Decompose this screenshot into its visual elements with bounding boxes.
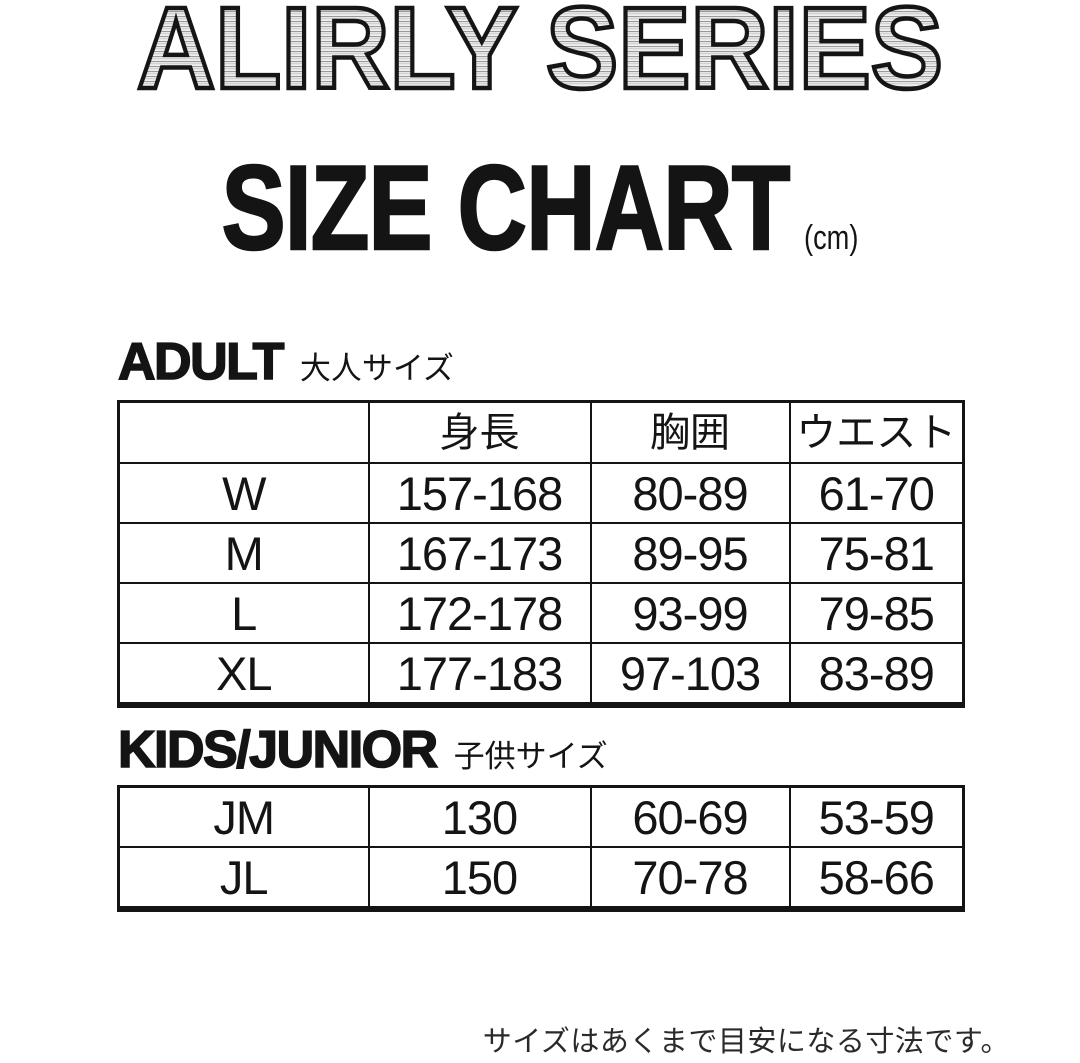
table-row: JL 150 70-78 58-66 [117, 846, 965, 910]
cell-height: 157-168 [367, 462, 592, 524]
kids-section-heading: KIDS/JUNIOR 子供サイズ [117, 721, 608, 779]
kids-heading-ja: 子供サイズ [453, 739, 608, 774]
cell-waist: 83-89 [788, 642, 965, 706]
cell-waist: 61-70 [788, 462, 965, 524]
cell-height: 172-178 [367, 582, 592, 644]
column-header-height: 身長 [367, 400, 592, 464]
brand-banner: ALIRLY SERIES [0, 0, 1080, 115]
column-header-chest: 胸囲 [589, 400, 791, 464]
page-title: SIZE CHART [221, 141, 792, 275]
kids-size-table: JM 130 60-69 53-59 JL 150 70-78 58-66 [117, 785, 965, 912]
brand-title: ALIRLY SERIES [137, 0, 943, 104]
cell-size: M [117, 522, 370, 584]
column-header-size [117, 400, 370, 464]
page-title-row: SIZE CHART (cm) [108, 147, 972, 270]
cell-waist: 75-81 [788, 522, 965, 584]
adult-heading-ja: 大人サイズ [299, 351, 454, 386]
cell-chest: 93-99 [589, 582, 791, 644]
cell-height: 177-183 [367, 642, 592, 706]
adult-header-row: 身長 胸囲 ウエスト [117, 400, 965, 464]
cell-size: JM [117, 785, 370, 848]
cell-size: W [117, 462, 370, 524]
cell-waist: 79-85 [788, 582, 965, 644]
cell-height: 167-173 [367, 522, 592, 584]
unit-label: (cm) [804, 219, 859, 257]
cell-waist: 58-66 [788, 846, 965, 910]
table-row: JM 130 60-69 53-59 [117, 785, 965, 848]
cell-height: 130 [367, 785, 592, 848]
cell-size: L [117, 582, 370, 644]
cell-chest: 97-103 [589, 642, 791, 706]
adult-section-heading: ADULT 大人サイズ [117, 333, 454, 391]
table-row: W 157-168 80-89 61-70 [117, 462, 965, 524]
cell-chest: 70-78 [589, 846, 791, 910]
adult-size-table: 身長 胸囲 ウエスト W 157-168 80-89 61-70 M 167-1… [117, 400, 965, 708]
cell-chest: 89-95 [589, 522, 791, 584]
size-disclaimer-note: サイズはあくまで目安になる寸法です。 [482, 1026, 1010, 1058]
table-row: XL 177-183 97-103 83-89 [117, 642, 965, 706]
column-header-waist: ウエスト [788, 400, 965, 464]
cell-size: XL [117, 642, 370, 706]
cell-waist: 53-59 [788, 785, 965, 848]
brand-title-graphic: ALIRLY SERIES [135, 0, 946, 115]
table-row: L 172-178 93-99 79-85 [117, 582, 965, 644]
cell-size: JL [117, 846, 370, 910]
cell-chest: 80-89 [589, 462, 791, 524]
cell-height: 150 [367, 846, 592, 910]
kids-heading-en: KIDS/JUNIOR [117, 721, 439, 779]
cell-chest: 60-69 [589, 785, 791, 848]
table-row: M 167-173 89-95 75-81 [117, 522, 965, 584]
adult-heading-en: ADULT [117, 333, 285, 391]
